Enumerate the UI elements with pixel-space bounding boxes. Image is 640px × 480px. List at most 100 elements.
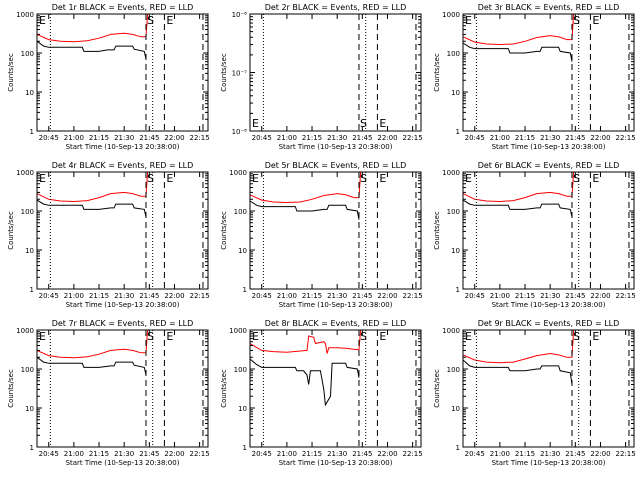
y-tick-label: 100 <box>234 208 247 216</box>
x-tick-label: 21:15 <box>302 450 322 458</box>
chart-title: Det 4r BLACK = Events, RED = LLD <box>52 161 194 170</box>
x-tick-label: 21:00 <box>64 292 84 300</box>
plot-frame <box>36 13 209 132</box>
x-tick-label: 22:15 <box>616 134 636 142</box>
x-tick-label: 22:15 <box>403 292 423 300</box>
series-line-events <box>462 42 573 62</box>
edge-marker: E <box>252 117 259 130</box>
x-tick-label: 21:30 <box>114 292 134 300</box>
x-tick-label: 21:00 <box>490 134 510 142</box>
end-marker: E <box>379 172 386 185</box>
x-tick-label: 21:15 <box>89 134 109 142</box>
chart-title: Det 9r BLACK = Events, RED = LLD <box>478 319 620 328</box>
y-tick-label: 100 <box>447 50 460 58</box>
end-marker: E <box>592 330 599 343</box>
x-tick-label: 21:30 <box>327 292 347 300</box>
x-tick-label: 21:45 <box>352 450 372 458</box>
x-axis-label: Start Time (10-Sep-13 20:38:00) <box>492 301 606 309</box>
plot-frame <box>36 329 209 448</box>
end-marker: E <box>166 172 173 185</box>
edge-marker: E <box>39 14 46 27</box>
series-line-events <box>249 358 360 407</box>
chart-title: Det 6r BLACK = Events, RED = LLD <box>478 161 620 170</box>
start-marker: S <box>147 172 154 185</box>
y-tick-label: 10⁻⁷ <box>232 70 248 78</box>
y-tick-label: 100 <box>21 366 34 374</box>
chart-title: Det 7r BLACK = Events, RED = LLD <box>52 319 194 328</box>
start-marker: S <box>147 14 154 27</box>
x-tick-label: 21:15 <box>302 134 322 142</box>
x-tick-label: 21:15 <box>89 450 109 458</box>
x-tick-label: 21:45 <box>565 134 585 142</box>
end-marker: E <box>166 330 173 343</box>
x-tick-label: 22:15 <box>190 292 210 300</box>
x-tick-label: 21:00 <box>490 292 510 300</box>
start-marker: S <box>360 330 367 343</box>
edge-marker: E <box>465 14 472 27</box>
edge-marker: E <box>252 172 259 185</box>
start-marker: S <box>360 172 367 185</box>
x-tick-label: 22:15 <box>403 134 423 142</box>
x-tick-label: 22:15 <box>403 450 423 458</box>
x-tick-label: 22:15 <box>616 292 636 300</box>
plot-frame <box>249 329 422 448</box>
y-tick-label: 1000 <box>229 169 247 177</box>
y-tick-label: 1 <box>30 286 34 294</box>
y-axis-label: Counts/sec <box>433 53 441 92</box>
x-tick-label: 21:15 <box>515 134 535 142</box>
y-tick-label: 100 <box>447 208 460 216</box>
x-tick-label: 22:00 <box>590 292 610 300</box>
x-tick-label: 21:00 <box>277 134 297 142</box>
y-tick-label: 10⁻⁸ <box>232 128 248 136</box>
plot-frame <box>462 171 635 290</box>
y-axis-label: Counts/sec <box>7 369 15 408</box>
y-tick-label: 100 <box>447 366 460 374</box>
x-tick-label: 21:30 <box>540 134 560 142</box>
series-line-events <box>36 40 147 60</box>
y-tick-label: 1 <box>30 128 34 136</box>
y-tick-label: 100 <box>234 366 247 374</box>
y-tick-label: 1 <box>243 444 247 452</box>
edge-marker: E <box>39 172 46 185</box>
y-tick-label: 1 <box>243 286 247 294</box>
series-line-events <box>36 356 147 376</box>
x-tick-label: 22:00 <box>590 450 610 458</box>
series-line-events <box>36 199 147 218</box>
x-tick-label: 22:00 <box>377 134 397 142</box>
plot-frame <box>462 329 635 448</box>
x-tick-label: 21:30 <box>327 134 347 142</box>
series-line-events <box>249 200 360 220</box>
x-tick-label: 21:30 <box>327 450 347 458</box>
y-tick-label: 10 <box>238 247 247 255</box>
chart-title: Det 1r BLACK = Events, RED = LLD <box>52 3 194 12</box>
plot-frame <box>36 171 209 290</box>
x-tick-label: 21:15 <box>515 450 535 458</box>
y-axis-label: Counts/sec <box>220 211 228 250</box>
x-tick-label: 21:00 <box>277 292 297 300</box>
x-tick-label: 20:45 <box>252 292 272 300</box>
y-tick-label: 1000 <box>16 327 34 335</box>
y-tick-label: 10⁻⁶ <box>232 11 248 19</box>
plot-frame <box>249 13 422 132</box>
x-tick-label: 20:45 <box>252 450 272 458</box>
x-tick-label: 21:00 <box>277 450 297 458</box>
x-tick-label: 20:45 <box>465 134 485 142</box>
x-tick-label: 21:00 <box>64 450 84 458</box>
edge-marker: E <box>465 330 472 343</box>
end-marker: E <box>592 14 599 27</box>
plot-frame <box>249 171 422 290</box>
x-axis-label: Start Time (10-Sep-13 20:38:00) <box>492 459 606 467</box>
x-axis-label: Start Time (10-Sep-13 20:38:00) <box>279 459 393 467</box>
y-tick-label: 100 <box>21 208 34 216</box>
y-tick-label: 1 <box>456 444 460 452</box>
y-tick-label: 1000 <box>229 327 247 335</box>
x-tick-label: 21:30 <box>114 134 134 142</box>
